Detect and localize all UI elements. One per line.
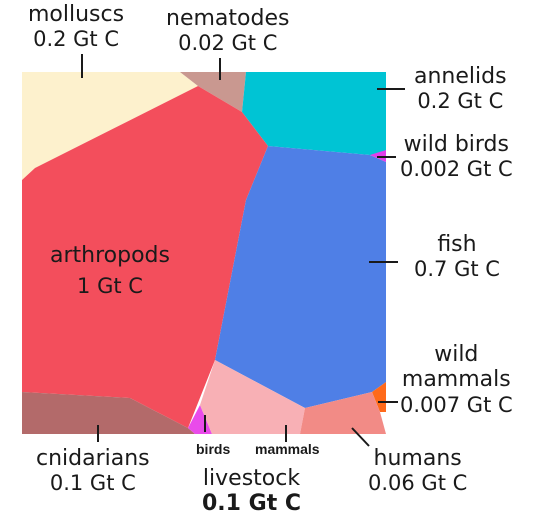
- label-wild-birds: wild birds 0.002 Gt C: [400, 132, 513, 181]
- cell-annelids: [242, 72, 386, 155]
- molluscs-value: 0.2 Gt C: [33, 27, 119, 52]
- label-cnidarians: cnidarians 0.1 Gt C: [36, 446, 150, 495]
- wild-mammals-name-line1: wild: [434, 342, 479, 367]
- cnidarians-value: 0.1 Gt C: [49, 471, 136, 496]
- nematodes-name: nematodes: [166, 6, 290, 31]
- cnidarians-name: cnidarians: [36, 446, 150, 471]
- arthropods-value: 1 Gt C: [77, 274, 143, 299]
- label-nematodes: nematodes 0.02 Gt C: [166, 6, 289, 55]
- cell-arthropods: [22, 86, 268, 428]
- fish-value: 0.7 Gt C: [414, 257, 500, 282]
- label-wild-mammals: wild mammals 0.007 Gt C: [400, 342, 513, 417]
- wild-birds-value: 0.002 Gt C: [400, 157, 513, 182]
- label-fish: fish 0.7 Gt C: [414, 232, 500, 281]
- annelids-name: annelids: [414, 64, 507, 89]
- fish-name: fish: [437, 232, 477, 257]
- humans-name: humans: [373, 446, 462, 471]
- cell-wild-mammals: [372, 382, 386, 412]
- wild-mammals-value: 0.007 Gt C: [400, 392, 513, 417]
- humans-value: 0.06 Gt C: [368, 471, 468, 496]
- cell-fish: [215, 146, 386, 408]
- livestock-value: 0.1 Gt C: [202, 491, 302, 517]
- label-humans: humans 0.06 Gt C: [368, 446, 467, 495]
- livestock-name: livestock: [202, 466, 301, 491]
- label-molluscs: molluscs 0.2 Gt C: [28, 2, 124, 51]
- leader-lines: [81, 54, 405, 447]
- label-annelids: annelids 0.2 Gt C: [414, 64, 507, 113]
- cell-humans: [300, 392, 386, 434]
- leader-humans: [351, 427, 370, 447]
- nematodes-value: 0.02 Gt C: [178, 31, 278, 56]
- label-arthropods: arthropods 1 Gt C: [50, 243, 170, 298]
- label-livestock-birds: birds: [196, 441, 231, 457]
- annelids-value: 0.2 Gt C: [417, 89, 504, 114]
- arthropods-name: arthropods: [50, 243, 170, 268]
- cell-nematodes: [180, 72, 246, 112]
- cell-livestock-mammals: [200, 360, 305, 434]
- label-livestock: livestock 0.1 Gt C: [202, 466, 301, 517]
- wild-birds-name: wild birds: [403, 132, 509, 157]
- cell-cnidarians: [22, 392, 195, 434]
- label-livestock-mammals: mammals: [255, 441, 320, 457]
- cell-molluscs: [22, 72, 198, 180]
- wild-mammals-name-line2: mammals: [401, 367, 511, 393]
- molluscs-name: molluscs: [28, 2, 125, 27]
